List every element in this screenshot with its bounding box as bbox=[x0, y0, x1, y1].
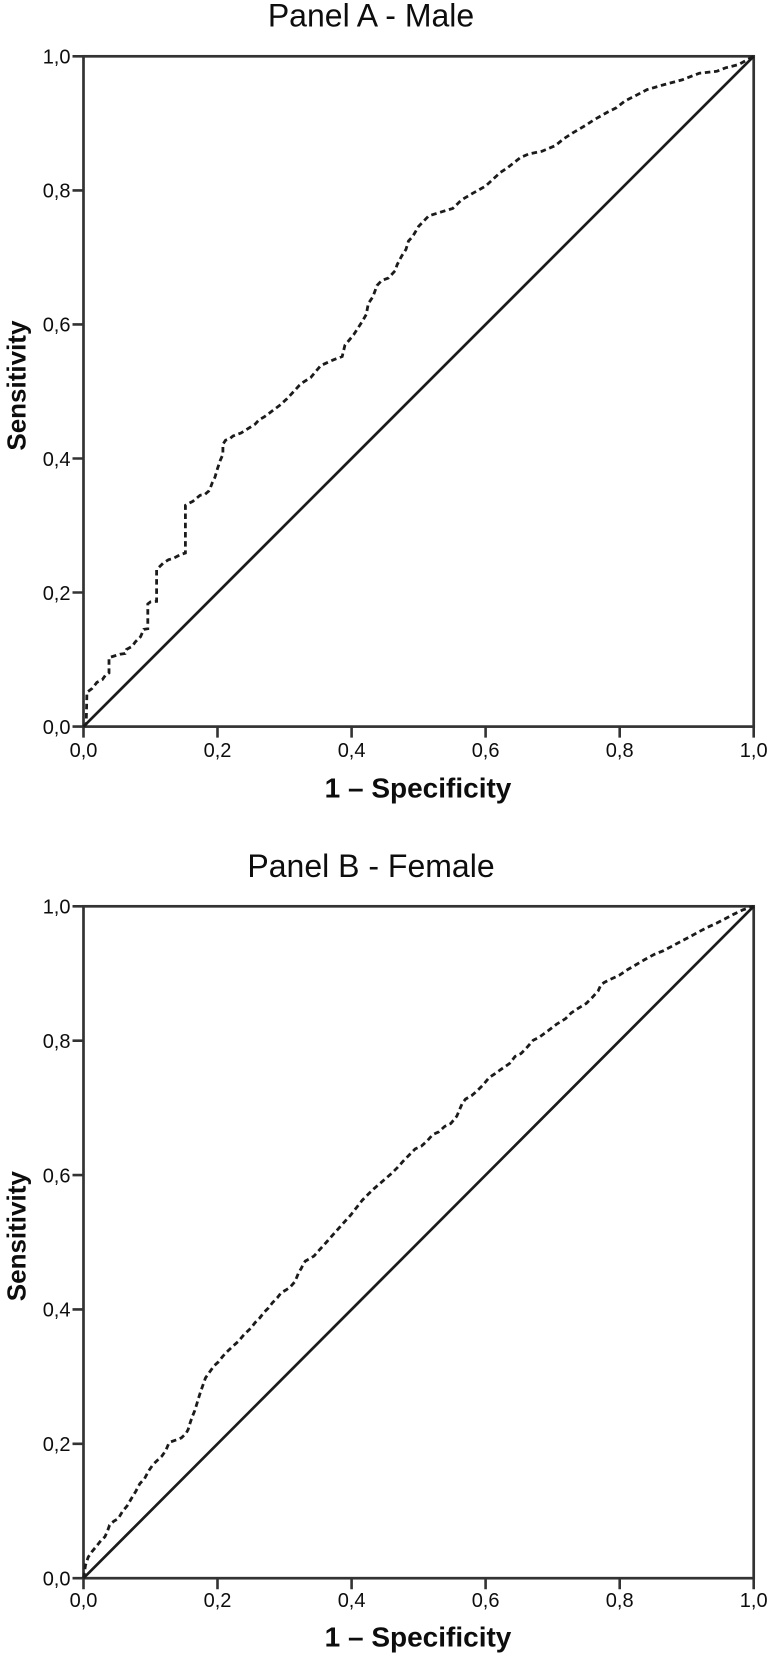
svg-text:0,2: 0,2 bbox=[204, 1590, 232, 1612]
svg-text:0,8: 0,8 bbox=[606, 740, 634, 762]
svg-text:0,0: 0,0 bbox=[70, 1590, 98, 1612]
svg-text:0,6: 0,6 bbox=[43, 315, 71, 337]
svg-text:0,4: 0,4 bbox=[338, 740, 366, 762]
svg-text:0,2: 0,2 bbox=[43, 583, 71, 605]
svg-text:0,4: 0,4 bbox=[43, 449, 71, 471]
svg-text:0,2: 0,2 bbox=[204, 740, 232, 762]
svg-text:1,0: 1,0 bbox=[740, 740, 768, 762]
svg-text:0,8: 0,8 bbox=[606, 1590, 634, 1612]
svg-text:0,6: 0,6 bbox=[472, 1590, 500, 1612]
svg-text:0,0: 0,0 bbox=[43, 717, 71, 739]
svg-text:1 – Specificity: 1 – Specificity bbox=[325, 1622, 512, 1653]
svg-text:Sensitivity: Sensitivity bbox=[2, 320, 32, 451]
svg-text:0,6: 0,6 bbox=[43, 1165, 71, 1187]
svg-text:1,0: 1,0 bbox=[43, 897, 71, 919]
svg-text:0,2: 0,2 bbox=[43, 1434, 71, 1456]
svg-text:Panel A - Male: Panel A - Male bbox=[268, 0, 474, 34]
svg-text:0,8: 0,8 bbox=[43, 181, 71, 203]
svg-text:1,0: 1,0 bbox=[740, 1590, 768, 1612]
svg-text:1,0: 1,0 bbox=[43, 47, 71, 69]
svg-text:0,4: 0,4 bbox=[43, 1300, 71, 1322]
svg-text:0,8: 0,8 bbox=[43, 1031, 71, 1053]
svg-text:0,6: 0,6 bbox=[472, 740, 500, 762]
svg-text:0,0: 0,0 bbox=[43, 1569, 71, 1591]
svg-text:0,0: 0,0 bbox=[70, 740, 98, 762]
svg-text:Sensitivity: Sensitivity bbox=[2, 1171, 32, 1302]
svg-text:1 – Specificity: 1 – Specificity bbox=[325, 773, 512, 804]
svg-text:0,4: 0,4 bbox=[338, 1590, 366, 1612]
svg-text:Panel B - Female: Panel B - Female bbox=[247, 848, 494, 884]
